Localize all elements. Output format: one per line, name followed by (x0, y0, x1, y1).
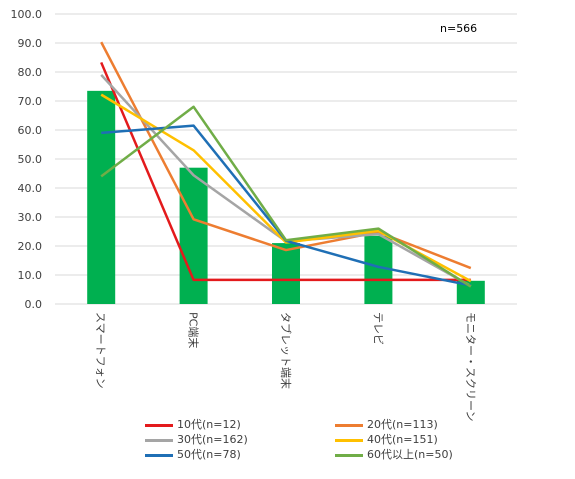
bar (179, 167, 208, 304)
sample-size-note: n=566 (440, 22, 477, 35)
y-tick-label: 50.0 (18, 153, 43, 166)
x-category-label: テレビ (371, 312, 384, 345)
bars (87, 90, 485, 304)
series-line (100, 61, 471, 282)
bar (272, 243, 300, 304)
legend-label: 30代(n=162) (177, 433, 248, 446)
y-tick-label: 90.0 (18, 37, 43, 50)
legend-label: 60代以上(n=50) (367, 448, 453, 461)
y-tick-label: 20.0 (18, 240, 43, 253)
legend-item: 30代(n=162) (145, 431, 248, 447)
y-tick-label: 30.0 (18, 211, 43, 224)
legend-item: 40代(n=151) (335, 431, 438, 447)
y-tick-label: 60.0 (18, 124, 43, 137)
series-line (100, 105, 472, 288)
legend-swatch (145, 423, 173, 427)
x-category-label: スマートフォン (94, 312, 107, 389)
y-tick-label: 80.0 (18, 66, 43, 79)
legend-label: 50代(n=78) (177, 448, 241, 461)
bar (456, 280, 485, 304)
legend-item: 20代(n=113) (335, 416, 438, 432)
x-category-label: モニター・スクリーン (464, 312, 477, 421)
legend-item: 10代(n=12) (145, 416, 241, 432)
legend-label: 20代(n=113) (367, 418, 438, 431)
legend-swatch (335, 453, 363, 457)
legend-label: 10代(n=12) (177, 418, 241, 431)
x-category-label: PC端末 (187, 312, 201, 348)
legend-swatch (335, 423, 363, 427)
bar (87, 90, 116, 304)
x-category-label: タブレット端末 (279, 312, 293, 389)
lines (100, 41, 472, 288)
legend-label: 40代(n=151) (367, 433, 438, 446)
legend-swatch (145, 453, 173, 457)
y-axis: 0.0 10.0 20.0 30.0 40.0 50.0 60.0 70.0 80.0 90.0 1… (11, 8, 43, 311)
x-axis: スマートフォン PC端末 タブレット端末 テレビ モニター・スクリーン (94, 312, 477, 421)
y-tick-label: 100.0 (11, 8, 43, 21)
legend-swatch (145, 438, 173, 442)
legend-item: 50代(n=78) (145, 446, 241, 462)
y-tick-label: 70.0 (18, 95, 43, 108)
legend-swatch (335, 438, 363, 442)
y-tick-label: 0.0 (25, 298, 43, 311)
legend-item: 60代以上(n=50) (335, 446, 453, 462)
y-tick-label: 10.0 (18, 269, 43, 282)
series-line (100, 41, 472, 270)
y-tick-label: 40.0 (18, 182, 43, 195)
